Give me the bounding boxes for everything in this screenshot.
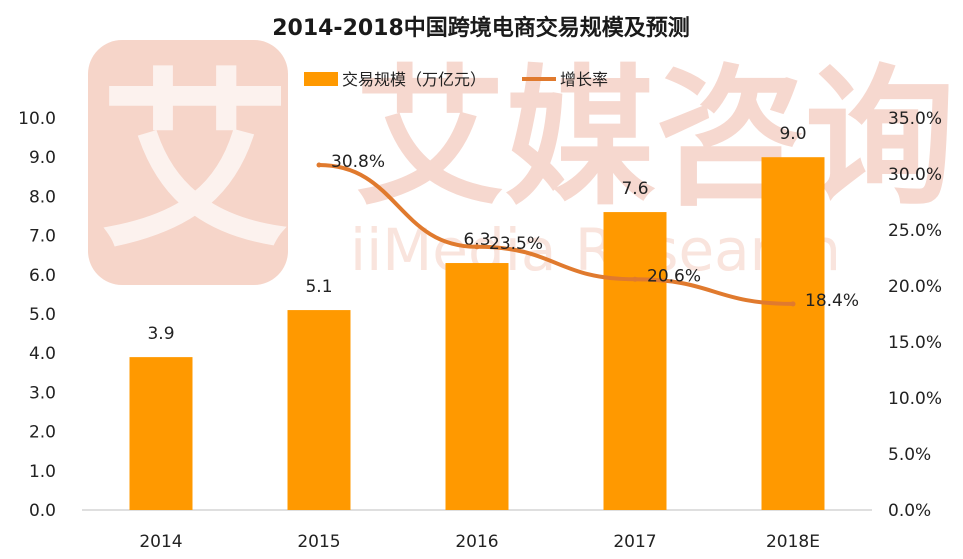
bar-2016 [445,263,509,510]
y-left-tick-label: 2.0 [29,423,56,443]
watermark-brand-en: iiMedia Research [350,216,841,284]
y-axis-left: 0.0 1.0 2.0 3.0 4.0 5.0 6.0 7.0 8.0 9.0 10.0 [18,109,56,521]
y-left-tick-label: 10.0 [18,109,56,129]
watermark-logo-glyph: 艾 [100,52,290,273]
y-right-tick-label: 15.0% [888,333,942,353]
y-left-tick-label: 8.0 [29,187,56,207]
bar-value-label: 3.9 [147,324,174,344]
bar-2014 [129,357,193,510]
growth-rate-point [632,276,638,282]
chart-title: 2014-2018中国跨境电商交易规模及预测 [272,15,690,41]
y-left-tick-label: 0.0 [29,501,56,521]
y-right-tick-label: 25.0% [888,221,942,241]
y-left-tick-label: 7.0 [29,227,56,247]
x-tick-label: 2018E [766,532,820,552]
bar-value-label: 5.1 [305,277,332,297]
y-left-tick-label: 5.0 [29,305,56,325]
legend-line-label: 增长率 [560,70,608,89]
y-right-tick-label: 20.0% [888,277,942,297]
x-tick-label: 2015 [297,532,340,552]
bar-2018E [761,157,825,510]
y-left-tick-label: 1.0 [29,462,56,482]
growth-rate-label: 23.5% [489,234,543,254]
x-axis: 2014 2015 2016 2017 2018E [139,532,820,552]
legend-bar-label: 交易规模（万亿元） [342,70,486,89]
growth-rate-point [316,162,322,168]
bar-series [129,157,825,510]
y-right-tick-label: 35.0% [888,109,942,129]
y-left-tick-label: 6.0 [29,266,56,286]
y-right-tick-label: 30.0% [888,165,942,185]
y-right-tick-label: 10.0% [888,389,942,409]
y-left-tick-label: 9.0 [29,148,56,168]
watermark-brand-cn: 艾媒咨询 [355,52,955,226]
x-tick-label: 2017 [613,532,656,552]
watermark-logo-block [88,40,288,285]
y-left-tick-label: 3.0 [29,383,56,403]
growth-rate-label: 30.8% [331,152,385,172]
line-value-labels: 30.8% 23.5% 20.6% 18.4% [331,152,859,311]
line-series [316,162,796,307]
legend-bar-swatch [304,72,338,86]
growth-rate-point [790,301,796,307]
y-right-tick-label: 5.0% [888,445,931,465]
legend: 交易规模（万亿元） 增长率 [304,70,608,89]
growth-rate-line [317,163,795,306]
bar-value-label: 7.6 [621,179,648,199]
growth-rate-point [474,244,480,250]
x-tick-label: 2014 [139,532,182,552]
bar-2017 [603,212,667,510]
y-right-tick-label: 0.0% [888,501,931,521]
y-left-tick-label: 4.0 [29,344,56,364]
watermark: 艾 艾媒咨询 iiMedia Research [88,40,955,285]
bar-2015 [287,310,351,510]
y-axis-right: 0.0% 5.0% 10.0% 15.0% 20.0% 25.0% 30.0% 35.0% [888,109,942,521]
bar-value-label: 9.0 [779,124,806,144]
growth-rate-label: 20.6% [647,266,701,286]
growth-rate-label: 18.4% [805,291,859,311]
x-tick-label: 2016 [455,532,498,552]
